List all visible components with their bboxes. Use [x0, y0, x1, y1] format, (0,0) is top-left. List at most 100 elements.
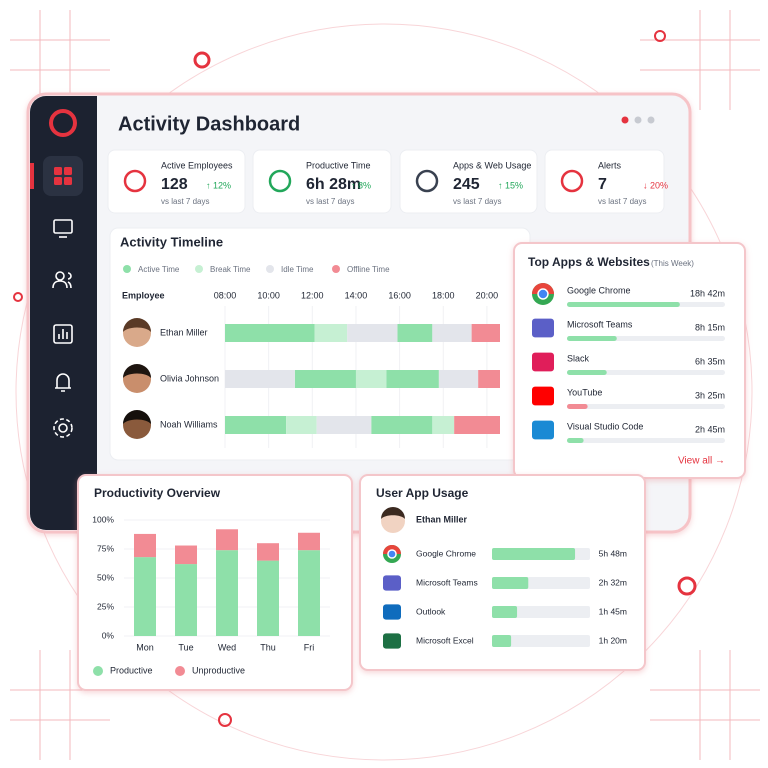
window-dots — [621, 116, 655, 124]
avatar-hair — [123, 318, 151, 332]
kpi-value: 7 — [598, 176, 607, 193]
app-icon — [383, 633, 401, 649]
kpi-card — [544, 149, 665, 214]
employee-name: Noah Williams — [160, 419, 218, 429]
app-icon — [383, 604, 401, 620]
timeline-segment — [471, 324, 500, 342]
timeline-segment — [225, 324, 315, 342]
app-name: Microsoft Excel — [416, 635, 474, 645]
legend-dot — [266, 265, 274, 273]
timeline: 08:00 10:00 12:00 14:00 16:00 18:00 20:00 Activ… — [123, 265, 500, 448]
bar-segment — [257, 543, 279, 561]
bar-segment — [216, 529, 238, 551]
bar-segment — [175, 564, 197, 636]
app-name: Visual Studio Code — [567, 421, 643, 431]
kpi-card — [399, 149, 538, 214]
kpi-change: ↑ 15% — [498, 180, 523, 190]
x-tick-label: Thu — [260, 642, 276, 652]
productivity-chart: 0% 25% 50% 75% 100% Mon Tue Wed Thu Fri Productive… — [92, 514, 330, 676]
timeline-segment — [438, 370, 479, 388]
app-name: Outlook — [416, 606, 446, 616]
timeline-segment — [347, 324, 398, 342]
chart-title: Productivity Overview — [94, 486, 221, 500]
app-time: 2h 32m — [599, 577, 627, 587]
usage-bar — [492, 577, 529, 589]
time-tick-label: 16:00 — [388, 290, 411, 300]
legend-label: Offline Time — [347, 265, 390, 274]
app-icon — [532, 318, 554, 338]
app-time: 18h 42m — [690, 288, 725, 298]
app-icon — [537, 288, 549, 300]
usage-bar — [492, 635, 512, 647]
x-tick-label: Tue — [178, 642, 193, 652]
app-time: 8h 15m — [695, 322, 725, 332]
nav-monitor[interactable] — [53, 219, 73, 234]
usage-bar — [567, 370, 607, 375]
legend-dot — [93, 666, 103, 676]
nav-alerts[interactable] — [55, 373, 71, 392]
time-tick-label: 14:00 — [345, 290, 368, 300]
y-tick-label: 75% — [97, 543, 114, 553]
usage-bar — [492, 606, 518, 618]
usage-track — [567, 370, 725, 375]
timeline-segment — [355, 370, 387, 388]
kpi-change: ↑ 8% — [351, 180, 371, 190]
kpi-label: Active Employees — [161, 160, 233, 170]
legend-label: Unproductive — [192, 665, 245, 675]
decor — [10, 10, 760, 761]
nav-settings[interactable] — [58, 423, 68, 433]
app-icon — [532, 420, 554, 440]
legend-label: Break Time — [210, 265, 251, 274]
x-tick-label: Wed — [218, 642, 236, 652]
nav-active[interactable] — [43, 156, 83, 196]
app-time: 6h 35m — [695, 356, 725, 366]
timeline-segment — [225, 416, 287, 434]
timeline-segment — [371, 416, 433, 434]
kpi-card — [252, 149, 392, 214]
nav-reports[interactable] — [53, 324, 73, 344]
timeline-segment — [314, 324, 348, 342]
kpi-icon — [268, 169, 292, 193]
usage-track — [567, 404, 725, 409]
usage-bar — [567, 302, 680, 307]
legend-label: Productive — [110, 665, 153, 675]
app-name: Microsoft Teams — [567, 319, 633, 329]
timeline-segment — [432, 324, 472, 342]
column-label: Employee — [122, 290, 165, 300]
y-tick-label: 100% — [92, 514, 114, 524]
legend-label: Active Time — [138, 265, 180, 274]
usage-track — [567, 438, 725, 443]
avatar-hair — [123, 410, 151, 424]
kpi-label: Alerts — [598, 160, 622, 170]
kpi-value: 128 — [161, 176, 188, 193]
time-tick-label: 18:00 — [432, 290, 455, 300]
usage-bar — [567, 404, 588, 409]
avatar-hair — [123, 364, 151, 378]
app-time: 2h 45m — [695, 424, 725, 434]
bar-segment — [216, 550, 238, 636]
kpi-note: vs last 7 days — [453, 197, 501, 206]
app-time: 1h 20m — [599, 635, 627, 645]
x-tick-label: Mon — [136, 642, 154, 652]
kpi-icon — [415, 169, 439, 193]
timeline-segment — [294, 370, 356, 388]
app-name: Google Chrome — [416, 548, 476, 558]
nav-users[interactable] — [55, 271, 65, 281]
user-usage-card — [359, 474, 646, 671]
app-time: 1h 45m — [599, 606, 627, 616]
kpi-card — [107, 149, 246, 214]
app-icon — [383, 575, 401, 591]
bar-segment — [257, 560, 279, 636]
app-name: Google Chrome — [567, 285, 631, 295]
bar-segment — [175, 545, 197, 565]
y-tick-label: 0% — [102, 630, 115, 640]
kpi-value: 6h 28m — [306, 176, 361, 193]
view-all-link[interactable]: View all → — [678, 456, 725, 467]
page-title: Activity Dashboard — [118, 113, 300, 135]
legend-label: Idle Time — [281, 265, 314, 274]
usage-bar — [567, 336, 617, 341]
y-tick-label: 50% — [97, 572, 114, 582]
app-name: Microsoft Teams — [416, 577, 478, 587]
bar-segment — [298, 550, 320, 636]
kpi-label: Apps & Web Usage — [453, 160, 531, 170]
